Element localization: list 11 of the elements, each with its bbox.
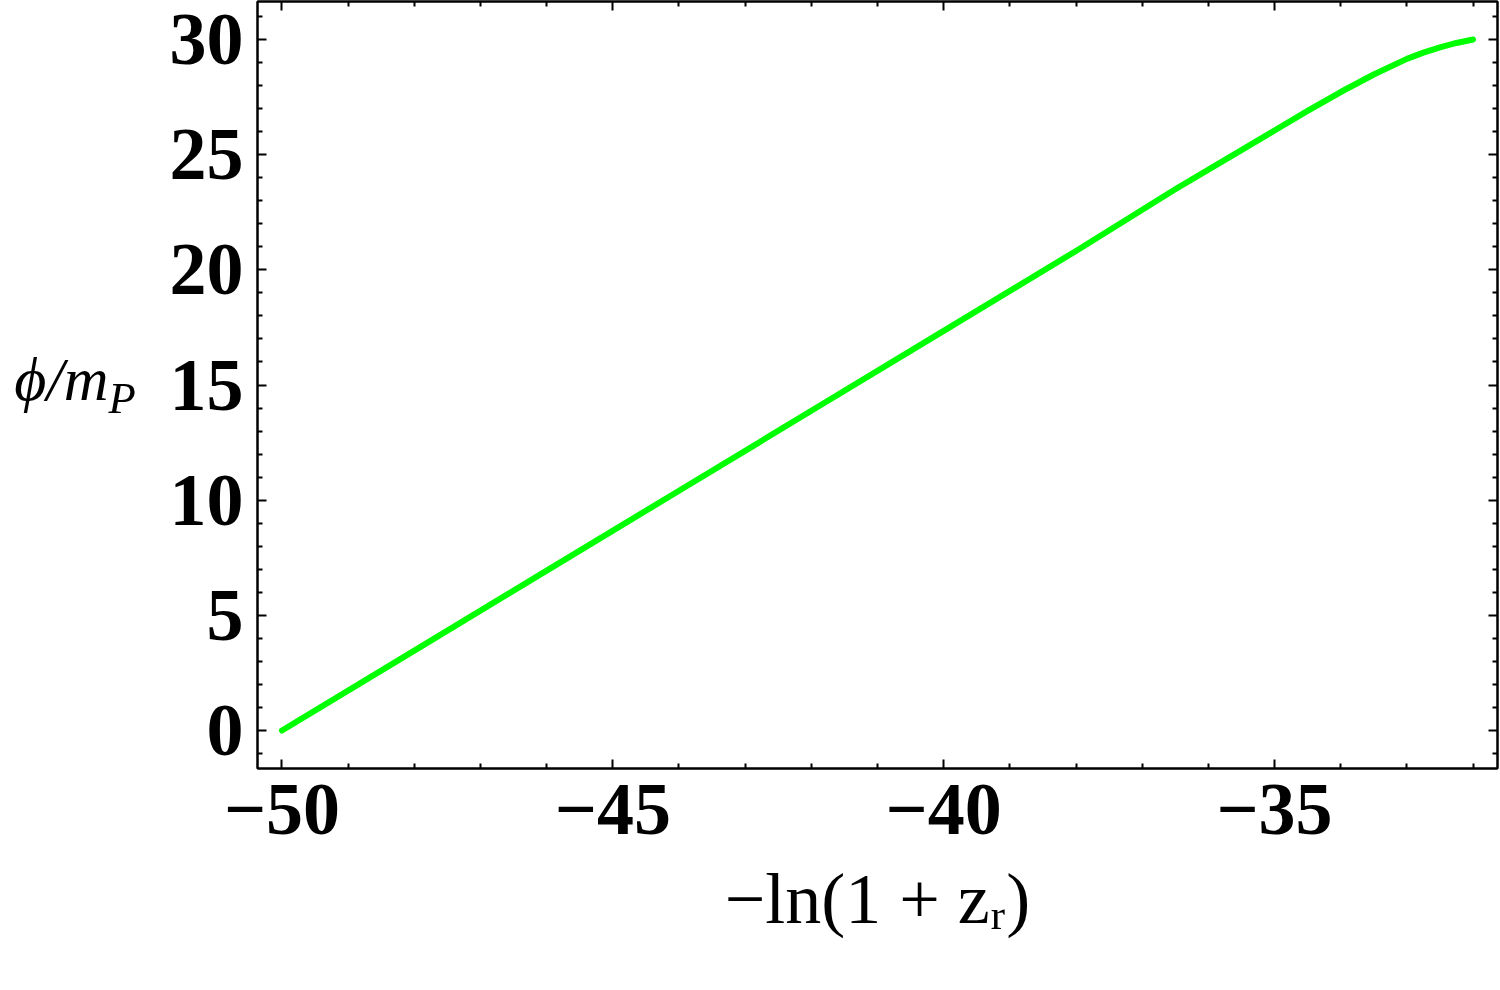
y-axis-title: ϕ/m$_{P}$ [14, 344, 136, 424]
y-tick-label: 25 [169, 113, 244, 196]
y-tick-label: 15 [169, 343, 244, 426]
x-tick-label: −35 [1216, 767, 1333, 850]
x-tick-label: −40 [885, 767, 1002, 850]
x-tick-label: −45 [554, 767, 671, 850]
y-tick-label: 5 [206, 573, 244, 656]
x-axis-title: −ln(1 + zᵣ) [724, 858, 1031, 939]
y-tick-label: 10 [169, 458, 244, 541]
y-tick-label: 20 [169, 228, 244, 311]
y-tick-label: 30 [169, 0, 244, 80]
